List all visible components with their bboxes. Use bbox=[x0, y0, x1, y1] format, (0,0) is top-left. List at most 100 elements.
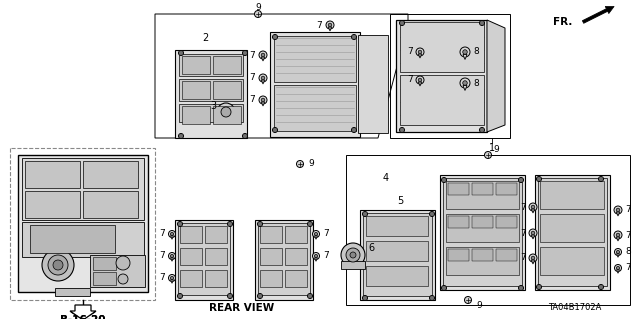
Circle shape bbox=[600, 286, 602, 288]
Circle shape bbox=[401, 129, 403, 131]
Text: FR.: FR. bbox=[552, 17, 572, 27]
Bar bbox=[30, 225, 115, 253]
Bar bbox=[472, 249, 493, 261]
Circle shape bbox=[616, 208, 620, 212]
Circle shape bbox=[257, 221, 262, 226]
Bar bbox=[360, 210, 435, 300]
Bar bbox=[175, 220, 233, 300]
Bar bbox=[182, 81, 210, 99]
Circle shape bbox=[179, 223, 181, 225]
Text: B-16-20: B-16-20 bbox=[60, 315, 106, 319]
Circle shape bbox=[243, 50, 248, 56]
Bar bbox=[25, 191, 80, 218]
Bar bbox=[285, 248, 307, 265]
Circle shape bbox=[431, 213, 433, 215]
Bar bbox=[93, 257, 116, 270]
Circle shape bbox=[531, 231, 535, 235]
Circle shape bbox=[261, 53, 265, 57]
Text: 8: 8 bbox=[473, 78, 479, 87]
Polygon shape bbox=[616, 254, 620, 257]
Bar bbox=[366, 241, 428, 261]
Bar bbox=[540, 181, 604, 209]
Circle shape bbox=[529, 254, 537, 262]
Text: 1: 1 bbox=[489, 143, 495, 153]
Circle shape bbox=[481, 129, 483, 131]
Circle shape bbox=[431, 297, 433, 299]
Circle shape bbox=[48, 255, 68, 275]
Circle shape bbox=[170, 277, 173, 279]
Bar bbox=[448, 216, 469, 228]
Bar bbox=[83, 191, 138, 218]
Polygon shape bbox=[315, 258, 317, 261]
Circle shape bbox=[259, 96, 267, 104]
Circle shape bbox=[443, 287, 445, 289]
Circle shape bbox=[520, 179, 522, 181]
Circle shape bbox=[351, 128, 356, 132]
Text: 8: 8 bbox=[625, 248, 631, 256]
Circle shape bbox=[518, 177, 524, 182]
Circle shape bbox=[296, 160, 303, 167]
Bar bbox=[366, 266, 428, 286]
Polygon shape bbox=[487, 20, 505, 132]
Circle shape bbox=[274, 129, 276, 131]
Text: 7: 7 bbox=[249, 50, 255, 60]
Circle shape bbox=[228, 295, 231, 297]
Circle shape bbox=[346, 248, 360, 262]
Circle shape bbox=[600, 178, 602, 180]
Circle shape bbox=[118, 274, 128, 284]
Bar bbox=[182, 106, 210, 124]
Text: 7: 7 bbox=[407, 48, 413, 56]
Polygon shape bbox=[396, 20, 487, 132]
Circle shape bbox=[273, 34, 278, 40]
Circle shape bbox=[538, 286, 540, 288]
Circle shape bbox=[180, 135, 182, 137]
Circle shape bbox=[221, 107, 231, 117]
Bar bbox=[440, 175, 525, 290]
Text: 9: 9 bbox=[493, 145, 499, 153]
Circle shape bbox=[326, 21, 334, 29]
Bar bbox=[448, 249, 469, 261]
Bar bbox=[540, 247, 604, 275]
Circle shape bbox=[614, 231, 622, 239]
Circle shape bbox=[179, 133, 184, 138]
Circle shape bbox=[616, 250, 620, 254]
Circle shape bbox=[481, 22, 483, 24]
Bar bbox=[258, 223, 310, 295]
Circle shape bbox=[244, 135, 246, 137]
Bar bbox=[535, 175, 610, 290]
Bar bbox=[366, 216, 428, 236]
Polygon shape bbox=[531, 235, 534, 239]
FancyArrow shape bbox=[582, 6, 614, 23]
Polygon shape bbox=[328, 27, 332, 31]
Polygon shape bbox=[616, 270, 620, 273]
Bar bbox=[205, 248, 227, 265]
Bar bbox=[205, 270, 227, 287]
Bar bbox=[180, 226, 202, 243]
Circle shape bbox=[416, 76, 424, 84]
Circle shape bbox=[273, 128, 278, 132]
Circle shape bbox=[170, 255, 173, 257]
Bar bbox=[496, 216, 517, 228]
Circle shape bbox=[179, 295, 181, 297]
Text: 7: 7 bbox=[625, 205, 631, 214]
Bar bbox=[400, 22, 484, 72]
Bar bbox=[22, 158, 144, 220]
Circle shape bbox=[479, 128, 484, 132]
Circle shape bbox=[53, 260, 63, 270]
Circle shape bbox=[416, 48, 424, 56]
Bar bbox=[93, 272, 116, 285]
Circle shape bbox=[614, 264, 621, 271]
Bar bbox=[213, 106, 241, 124]
Bar bbox=[179, 104, 243, 122]
Polygon shape bbox=[315, 236, 317, 239]
Circle shape bbox=[259, 74, 267, 82]
Circle shape bbox=[520, 287, 522, 289]
Bar bbox=[448, 183, 469, 195]
Bar bbox=[285, 226, 307, 243]
Circle shape bbox=[180, 52, 182, 54]
Bar bbox=[538, 178, 607, 286]
Circle shape bbox=[170, 233, 173, 235]
Circle shape bbox=[255, 11, 262, 18]
Bar bbox=[363, 213, 432, 296]
Bar bbox=[496, 183, 517, 195]
